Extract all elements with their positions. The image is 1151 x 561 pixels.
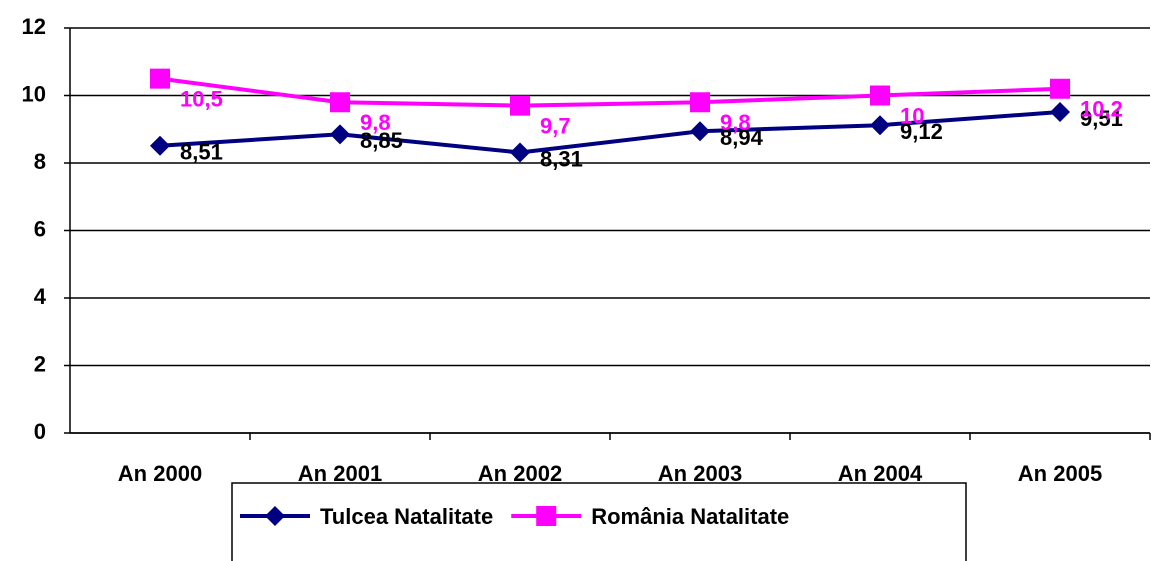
legend-box (231, 482, 967, 561)
point (1050, 102, 1070, 123)
point (870, 115, 890, 136)
data-label: 9,8 (720, 110, 751, 135)
point (870, 85, 890, 106)
y-tick-label: 2 (34, 351, 46, 376)
x-tick-label: An 2000 (118, 461, 202, 486)
point (510, 142, 530, 163)
series-line (159, 76, 1061, 108)
data-label: 8,85 (360, 128, 403, 153)
y-tick-label: 10 (22, 81, 46, 106)
point (330, 92, 350, 113)
y-tick-label: 0 (34, 419, 46, 444)
x-tick-label: An 2004 (838, 461, 923, 486)
data-label: 8,51 (180, 140, 223, 165)
point (330, 124, 350, 145)
point (265, 506, 285, 526)
data-label: 10,2 (1080, 97, 1123, 122)
point (690, 92, 710, 113)
y-tick-label: 8 (34, 149, 46, 174)
data-label: 8,31 (540, 146, 583, 171)
point (690, 121, 710, 142)
data-label: 9,12 (900, 119, 943, 144)
data-label: 9,8 (360, 110, 391, 135)
y-tick-label: 4 (34, 284, 47, 309)
series-line (159, 110, 1061, 155)
y-tick-label: 6 (34, 216, 46, 241)
legend-label: România Natalitate (591, 504, 789, 529)
data-label: 9,51 (1080, 106, 1123, 131)
x-tick-label: An 2001 (298, 461, 382, 486)
point (150, 68, 170, 89)
y-tick-label: 12 (22, 14, 46, 39)
point (510, 95, 530, 116)
data-label: 9,7 (540, 113, 571, 138)
point (536, 506, 557, 526)
x-tick-label: An 2002 (478, 461, 562, 486)
data-label: 10,5 (180, 86, 223, 111)
data-label: 10 (900, 103, 924, 128)
legend-label: Tulcea Natalitate (320, 504, 493, 529)
x-tick-label: An 2003 (658, 461, 742, 486)
x-tick-label: An 2005 (1018, 461, 1102, 486)
data-label: 8,94 (720, 125, 764, 150)
point (150, 135, 170, 156)
point (1050, 78, 1070, 99)
